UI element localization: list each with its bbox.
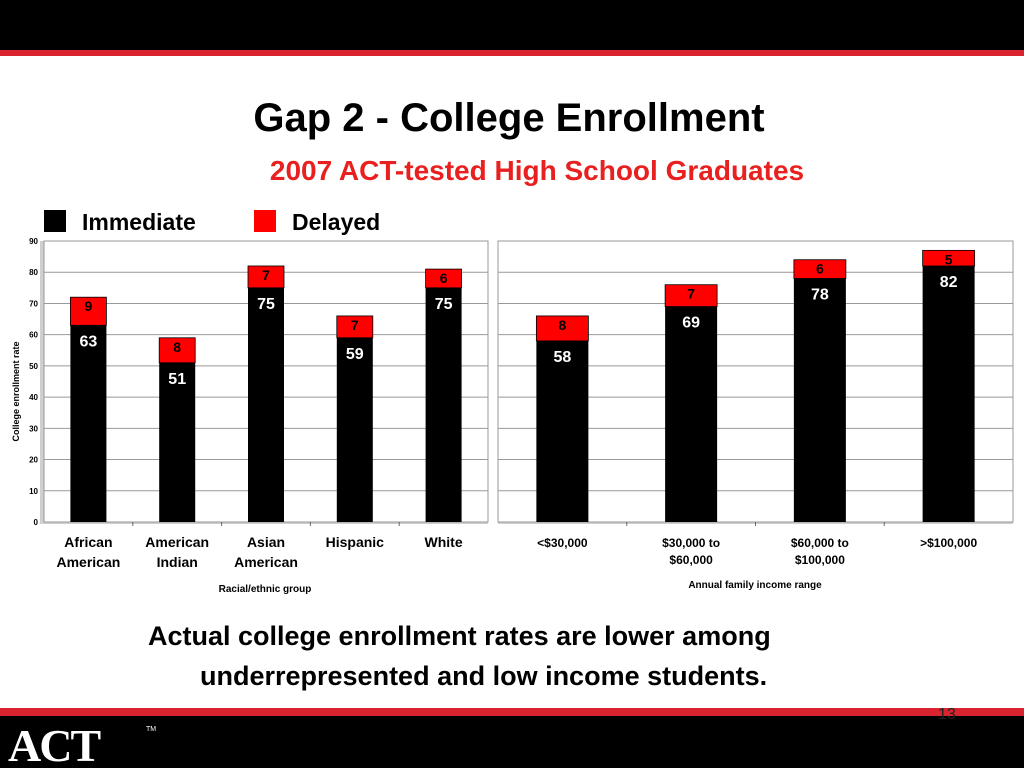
chart-race-y-tick-label: 70	[29, 299, 38, 308]
x-tick-label-income-1: $60,000	[669, 553, 713, 567]
caption-line-2: underrepresented and low income students…	[200, 661, 768, 691]
slide-caption: Actual college enrollment rates are lowe…	[148, 616, 968, 696]
bar-immediate-race-3	[336, 337, 373, 522]
chart-race-y-tick-label: 90	[29, 237, 38, 246]
chart-race-y-tick-label: 40	[29, 393, 38, 402]
act-logo-trademark: TM	[146, 726, 156, 733]
data-label-immediate-income-1: 69	[682, 315, 700, 332]
caption-line-1: Actual college enrollment rates are lowe…	[148, 621, 771, 651]
page-number: 13	[938, 706, 956, 723]
x-tick-label-race-2: American	[234, 554, 298, 570]
chart-race-y-tick-label: 60	[29, 331, 38, 340]
x-tick-label-race-1: Indian	[157, 554, 198, 570]
x-tick-label-race-4: White	[425, 534, 463, 550]
chart-race-y-tick-label: 20	[29, 456, 38, 465]
data-label-immediate-income-2: 78	[811, 286, 829, 303]
slide-title: Gap 2 - College Enrollment	[0, 96, 1024, 141]
data-label-delayed-race-0: 9	[85, 298, 93, 314]
x-tick-label-race-0: African	[64, 534, 112, 550]
data-label-immediate-income-0: 58	[553, 349, 571, 366]
x-tick-label-income-1: $30,000 to	[662, 536, 720, 550]
bar-immediate-income-2	[793, 278, 846, 522]
bar-delayed-race-1	[158, 337, 196, 364]
x-tick-label-race-2: Asian	[247, 534, 285, 550]
x-tick-label-race-1: American	[145, 534, 209, 550]
bar-immediate-income-0	[536, 340, 589, 522]
bar-delayed-income-3	[922, 249, 976, 267]
bar-immediate-income-1	[665, 306, 718, 522]
chart-race-y-tick-label: 10	[29, 487, 38, 496]
data-label-immediate-race-4: 75	[435, 296, 453, 313]
slide-subtitle: 2007 ACT-tested High School Graduates	[269, 155, 805, 186]
chart-race-y-axis-title: College enrollment rate	[11, 341, 21, 441]
data-label-delayed-income-0: 8	[558, 317, 566, 333]
data-label-immediate-race-2: 75	[257, 296, 275, 313]
chart-income-x-axis-title: Annual family income range	[688, 580, 822, 591]
x-tick-label-income-0: <$30,000	[537, 536, 588, 550]
bar-immediate-race-1	[159, 362, 196, 522]
data-label-immediate-income-3: 82	[940, 274, 958, 291]
bar-immediate-income-3	[922, 265, 975, 522]
chart-race-y-tick-label: 80	[29, 268, 38, 277]
bar-immediate-race-2	[248, 287, 284, 522]
data-label-immediate-race-3: 59	[346, 346, 364, 363]
chart-race-y-tick-label: 50	[29, 362, 38, 371]
data-label-immediate-race-0: 63	[80, 333, 98, 350]
legend-swatch-delayed	[254, 210, 276, 232]
slide-title-text: Gap 2 - College Enrollment	[253, 96, 765, 140]
data-label-delayed-race-3: 7	[351, 317, 359, 333]
data-label-delayed-race-2: 7	[262, 267, 270, 283]
data-label-delayed-income-1: 7	[687, 286, 695, 302]
legend-swatch-immediate	[44, 210, 66, 232]
data-label-immediate-race-1: 51	[168, 371, 186, 388]
chart-race-x-axis-title: Racial/ethnic group	[219, 584, 312, 595]
x-tick-label-income-2: $100,000	[795, 553, 845, 567]
act-logo: ACT TM	[8, 720, 156, 765]
x-tick-label-income-3: >$100,000	[920, 536, 977, 550]
bar-delayed-race-3	[336, 315, 374, 339]
x-tick-label-income-2: $60,000 to	[791, 536, 849, 550]
bar-immediate-race-4	[425, 287, 462, 522]
legend-label-delayed: Delayed	[292, 209, 381, 235]
legend-label-immediate: Immediate	[82, 209, 196, 235]
bottom-red-stripe	[0, 708, 1024, 716]
act-logo-text: ACT	[8, 720, 100, 765]
data-label-delayed-race-4: 6	[440, 270, 448, 286]
bar-delayed-income-0	[535, 315, 589, 342]
bar-immediate-race-0	[70, 325, 107, 522]
top-red-stripe	[0, 50, 1024, 56]
bottom-black-band	[0, 716, 1024, 768]
chart-race-y-tick-label: 0	[34, 518, 39, 527]
data-label-delayed-income-3: 5	[945, 251, 953, 267]
data-label-delayed-race-1: 8	[173, 339, 181, 355]
top-black-band	[0, 0, 1024, 50]
data-label-delayed-income-2: 6	[816, 261, 824, 277]
x-tick-label-race-0: American	[56, 554, 120, 570]
x-tick-label-race-3: Hispanic	[326, 534, 385, 550]
chart-race-y-tick-label: 30	[29, 424, 38, 433]
bar-delayed-race-0	[70, 296, 107, 326]
enrollment-charts: 0 10 20 30 40 50 60 70 80 90 College enrollment ra…	[11, 237, 1014, 595]
